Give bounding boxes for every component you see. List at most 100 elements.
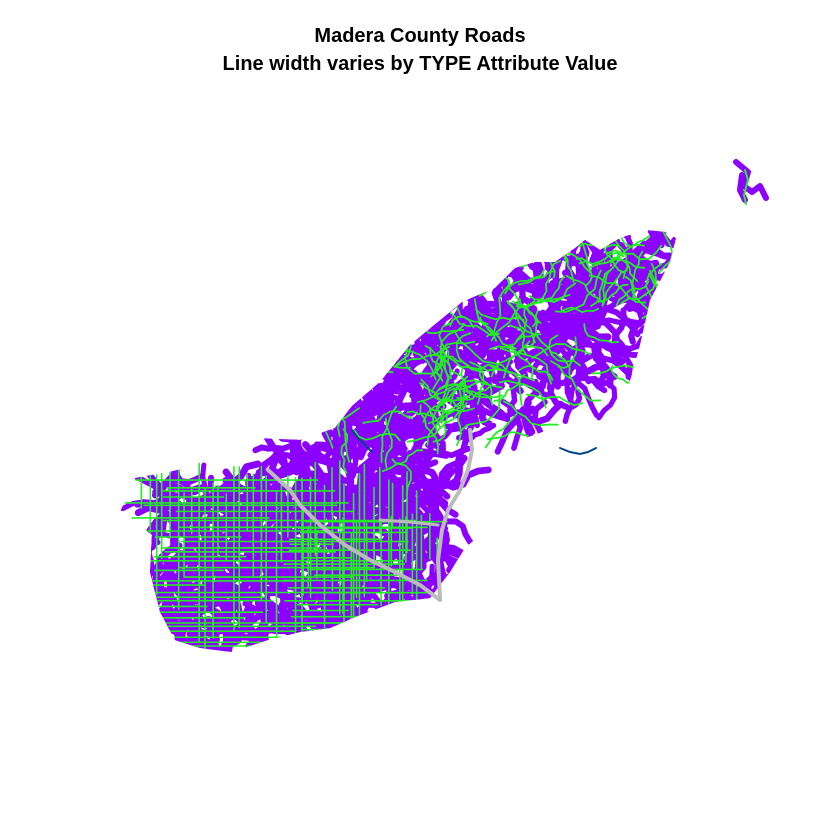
road-segment — [650, 283, 676, 314]
road-segment — [684, 302, 728, 309]
road-segment — [517, 364, 554, 381]
road-segment — [468, 422, 497, 442]
road-segment — [370, 608, 438, 633]
road-segment — [618, 208, 654, 223]
road-segment — [534, 230, 560, 238]
road-segment — [567, 345, 584, 405]
road-segment — [661, 269, 676, 305]
road-segment — [595, 209, 630, 220]
road-segment — [408, 369, 435, 417]
road-segment — [517, 270, 554, 286]
road-segment — [570, 182, 613, 210]
road-segment — [504, 269, 546, 295]
road-segment — [421, 414, 448, 438]
road-segment — [289, 417, 312, 448]
road-segment — [399, 264, 456, 274]
road-segment — [484, 413, 518, 449]
road-segment — [430, 595, 467, 652]
road-segment — [368, 312, 401, 355]
road-segment — [470, 295, 517, 311]
road-segment — [712, 253, 732, 272]
road-segment — [648, 230, 659, 236]
road-segment — [362, 410, 414, 424]
road-segment — [420, 400, 438, 434]
road-segment — [384, 615, 420, 648]
road-segment — [298, 644, 349, 652]
road-segment — [502, 400, 559, 427]
road-segment — [486, 283, 511, 338]
road-segment — [593, 206, 619, 228]
road-segment — [132, 526, 162, 571]
road-segment — [575, 257, 593, 286]
road-segment — [361, 342, 377, 386]
road-segment — [362, 610, 383, 652]
road-segment — [389, 602, 424, 632]
road-segment — [334, 623, 368, 652]
road-segment — [560, 164, 575, 204]
road-segment — [600, 297, 632, 318]
road-segment — [374, 469, 419, 488]
road-segment — [560, 306, 599, 313]
road-segment — [634, 175, 653, 215]
road-segment — [455, 332, 481, 373]
road-segment — [590, 269, 611, 307]
road-segment — [587, 230, 606, 253]
road-segment — [401, 530, 448, 555]
road-segment — [557, 336, 578, 369]
road-segment — [377, 312, 405, 345]
road-segment — [384, 320, 429, 334]
road-segment — [264, 627, 321, 652]
road-segment — [498, 380, 547, 409]
road-segment — [554, 269, 602, 313]
road-segment — [342, 359, 375, 390]
road-segment — [649, 182, 668, 204]
road-segment — [532, 200, 573, 222]
road-segment — [295, 638, 364, 652]
road-segment — [670, 256, 676, 303]
road-segment — [518, 354, 548, 377]
road-segment — [158, 645, 195, 652]
road-segment — [637, 244, 676, 260]
road-segment — [449, 379, 503, 405]
road-segment — [288, 377, 308, 415]
road-segment — [527, 230, 567, 263]
road-segment — [531, 343, 591, 359]
road-segment — [567, 230, 615, 234]
highway-segment — [266, 468, 442, 602]
map-subtitle: Line width varies by TYPE Attribute Valu… — [222, 53, 618, 75]
road-segment — [361, 615, 419, 645]
road-segment — [454, 332, 510, 374]
road-segment — [479, 316, 517, 350]
road-segment — [156, 636, 208, 652]
road-segment — [558, 165, 566, 228]
road-segment — [696, 210, 715, 222]
road-segment — [339, 377, 380, 392]
road-segment — [322, 314, 366, 344]
road-segment — [405, 608, 441, 652]
road-segment — [371, 613, 417, 652]
road-segment — [688, 304, 728, 315]
road-segment — [274, 638, 292, 652]
road-segment — [706, 329, 751, 334]
road-segment — [254, 370, 275, 414]
road-segment — [635, 204, 658, 225]
road-segment — [532, 189, 552, 219]
road-segment — [664, 189, 704, 207]
road-segment — [357, 306, 379, 358]
road-segment — [310, 363, 323, 397]
road-segment — [502, 333, 542, 347]
road-segment — [647, 338, 676, 362]
road-segment — [419, 404, 439, 455]
road-segment — [120, 527, 161, 556]
road-segment — [456, 402, 468, 446]
road-segment — [353, 429, 401, 442]
road-segment — [437, 639, 464, 652]
road-segment — [609, 235, 650, 264]
road-segment — [561, 230, 587, 236]
road-segment — [521, 231, 555, 252]
road-segment — [355, 311, 407, 348]
road-segment — [587, 205, 616, 226]
road-segment — [417, 611, 455, 652]
road-segment — [385, 478, 435, 503]
